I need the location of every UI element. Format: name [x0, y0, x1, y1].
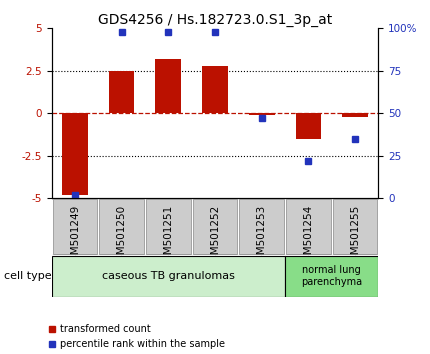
Text: GSM501252: GSM501252: [210, 205, 220, 268]
Text: normal lung
parenchyma: normal lung parenchyma: [301, 265, 362, 287]
Bar: [285, 256, 378, 297]
FancyBboxPatch shape: [239, 199, 284, 254]
Text: caseous TB granulomas: caseous TB granulomas: [102, 271, 235, 281]
FancyBboxPatch shape: [286, 199, 331, 254]
Legend: transformed count, percentile rank within the sample: transformed count, percentile rank withi…: [48, 324, 224, 349]
Bar: [295, 113, 321, 139]
Text: GSM501254: GSM501254: [304, 205, 313, 268]
Text: GSM501255: GSM501255: [350, 205, 360, 268]
Bar: [202, 66, 228, 113]
FancyBboxPatch shape: [333, 199, 378, 254]
FancyBboxPatch shape: [146, 199, 191, 254]
Text: GSM501249: GSM501249: [70, 205, 80, 268]
Bar: [109, 71, 135, 113]
FancyBboxPatch shape: [193, 199, 237, 254]
Bar: [52, 256, 285, 297]
Bar: [62, 113, 88, 195]
Text: GSM501251: GSM501251: [163, 205, 173, 268]
FancyBboxPatch shape: [99, 199, 144, 254]
Text: GSM501253: GSM501253: [257, 205, 267, 268]
Bar: [156, 59, 181, 113]
Text: GSM501250: GSM501250: [117, 205, 126, 268]
Title: GDS4256 / Hs.182723.0.S1_3p_at: GDS4256 / Hs.182723.0.S1_3p_at: [98, 13, 332, 27]
Text: cell type: cell type: [4, 271, 52, 281]
Bar: [342, 113, 368, 117]
FancyBboxPatch shape: [52, 199, 97, 254]
Bar: [249, 113, 274, 115]
